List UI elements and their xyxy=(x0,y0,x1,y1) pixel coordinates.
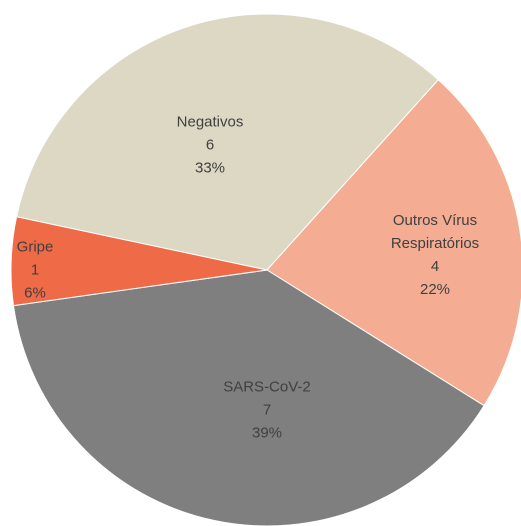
slice-percent: 33% xyxy=(194,159,226,177)
pie-slice xyxy=(10,216,268,307)
slice-name: Outros Vírus Respiratórios xyxy=(390,212,480,252)
slice-name: Gripe xyxy=(16,238,54,256)
slice-value: 6 xyxy=(205,136,215,154)
pie-slice xyxy=(12,269,485,526)
slice-label: SARS-CoV-2 7 39% xyxy=(209,376,325,445)
slice-name: SARS-CoV-2 xyxy=(223,378,311,396)
slice-value: 1 xyxy=(30,261,40,279)
slice-percent: 22% xyxy=(419,281,451,298)
slice-percent: 39% xyxy=(251,424,283,442)
slice-label: Gripe 1 6% xyxy=(0,236,93,305)
slice-percent: 6% xyxy=(24,284,46,302)
pie-slice xyxy=(16,13,440,271)
slice-name: Negativos xyxy=(176,113,244,131)
slice-label: Outros Vírus Respiratórios 4 22% xyxy=(377,209,493,301)
slice-value: 4 xyxy=(430,258,440,275)
slice-label: Negativos 6 33% xyxy=(152,111,268,180)
slice-value: 7 xyxy=(262,401,272,419)
pie-slice xyxy=(266,79,521,407)
